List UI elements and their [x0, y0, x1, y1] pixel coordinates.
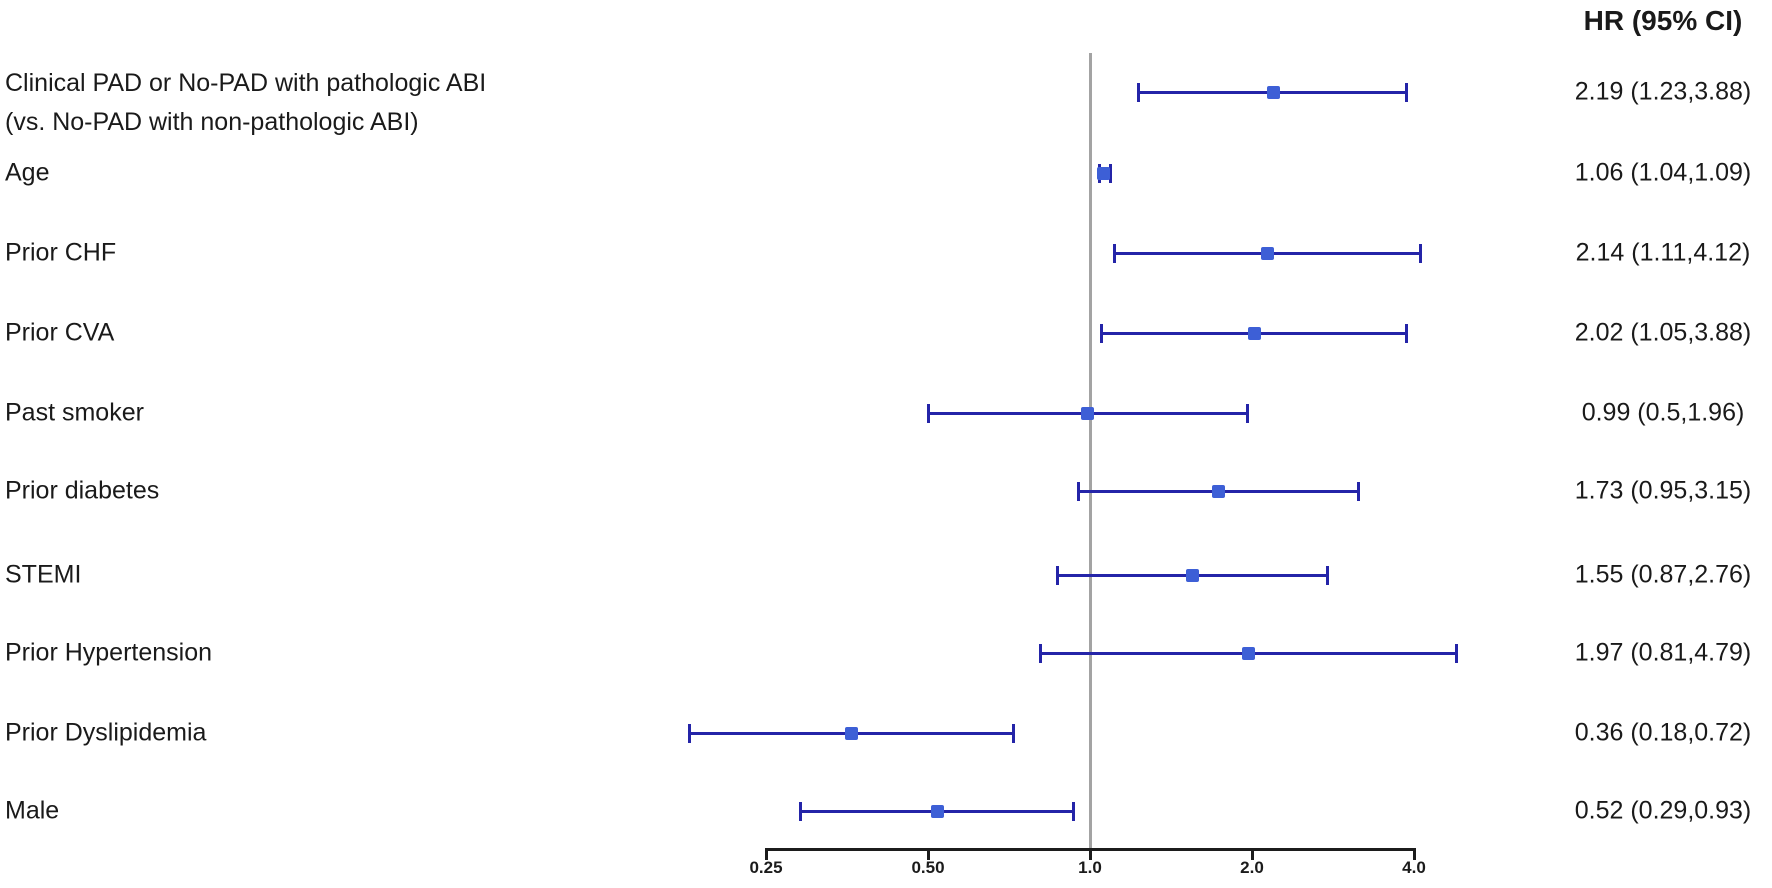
axis-tick [926, 851, 930, 860]
ci-cap-left [1112, 243, 1116, 263]
axis-tick-label: 0.25 [749, 858, 783, 877]
row-label: Age [5, 158, 50, 187]
hr-value: 1.97 (0.81,4.79) [1574, 638, 1752, 667]
hr-marker [1211, 484, 1225, 498]
axis-tick [1088, 851, 1092, 860]
row-label: STEMI [5, 560, 82, 589]
row-label-line2: (vs. No-PAD with non-pathologic ABI) [5, 108, 419, 136]
row-label: Clinical PAD or No-PAD with pathologic A… [5, 64, 486, 142]
hr-marker [1247, 326, 1261, 340]
hr-marker [1097, 166, 1111, 180]
hr-marker [1266, 85, 1280, 99]
ci-cap-right [1405, 82, 1409, 102]
ci-cap-right [1071, 801, 1075, 821]
row-label: Prior diabetes [5, 476, 160, 505]
row-label: Past smoker [5, 398, 144, 427]
axis-line [764, 848, 1416, 851]
hr-marker [1261, 246, 1275, 260]
ci-cap-right [1245, 403, 1249, 423]
row-label: Prior CVA [5, 318, 115, 347]
hr-value: 1.55 (0.87,2.76) [1574, 560, 1752, 589]
ci-cap-right [1419, 243, 1423, 263]
hr-marker [844, 726, 858, 740]
hr-value: 2.19 (1.23,3.88) [1574, 77, 1752, 106]
hr-marker [1185, 568, 1199, 582]
hr-value: 2.02 (1.05,3.88) [1574, 318, 1752, 347]
hr-value: 0.36 (0.18,0.72) [1574, 718, 1752, 747]
ci-cap-right [1108, 163, 1112, 183]
ci-cap-left [1099, 323, 1103, 343]
hr-marker [930, 804, 944, 818]
ci-cap-left [1136, 82, 1140, 102]
ci-cap-right [1325, 565, 1329, 585]
axis-tick-label: 4.0 [1402, 858, 1426, 877]
ci-cap-right [1011, 723, 1015, 743]
ci-cap-left [926, 403, 930, 423]
axis-tick-label: 1.0 [1078, 858, 1102, 877]
ci-cap-right [1454, 643, 1458, 663]
hr-value: 0.99 (0.5,1.96) [1581, 398, 1745, 427]
ci-cap-right [1356, 481, 1360, 501]
row-label: Prior Dyslipidemia [5, 718, 207, 747]
hr-value: 1.73 (0.95,3.15) [1574, 476, 1752, 505]
axis-tick [1412, 851, 1416, 860]
ci-cap-left [799, 801, 803, 821]
ci-cap-right [1405, 323, 1409, 343]
row-label-line1: Clinical PAD or No-PAD with pathologic A… [5, 69, 487, 97]
row-label: Prior Hypertension [5, 638, 213, 667]
axis-tick [1250, 851, 1254, 860]
axis-tick-label: 2.0 [1240, 858, 1264, 877]
hr-value: 0.52 (0.29,0.93) [1574, 796, 1752, 825]
axis-tick-label: 0.50 [911, 858, 945, 877]
hr-marker [1081, 406, 1095, 420]
row-label: Prior CHF [5, 238, 117, 267]
value-column-header: HR (95% CI) [1583, 5, 1743, 36]
hr-value: 2.14 (1.11,4.12) [1575, 238, 1751, 267]
ci-cap-left [1055, 565, 1059, 585]
ci-cap-left [687, 723, 691, 743]
hr-value: 1.06 (1.04,1.09) [1574, 158, 1752, 187]
hr-marker [1241, 646, 1255, 660]
row-label: Male [5, 796, 60, 825]
ci-cap-left [1076, 481, 1080, 501]
ci-cap-left [1039, 643, 1043, 663]
axis-tick [764, 851, 768, 860]
reference-line [1088, 53, 1092, 848]
